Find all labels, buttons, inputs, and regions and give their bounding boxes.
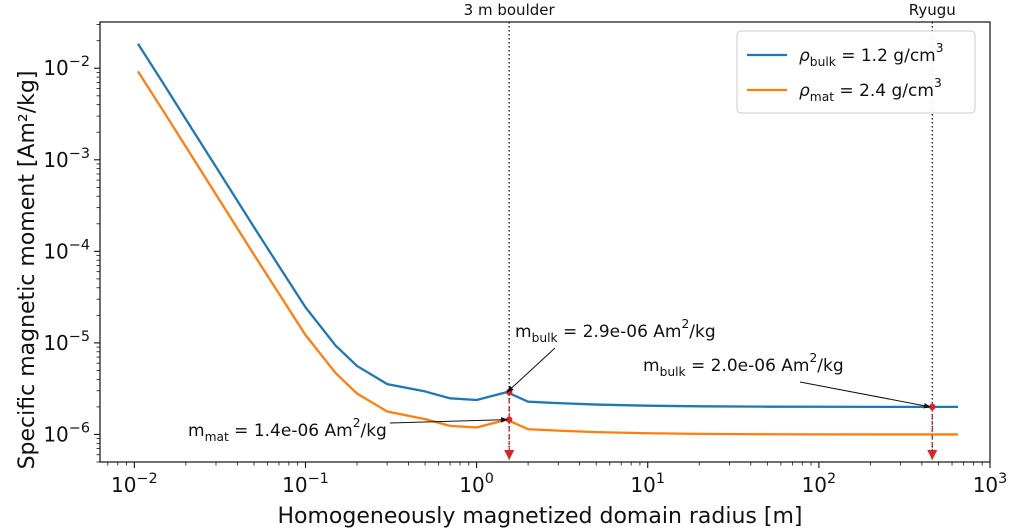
y-tick-label-3: 10−4 [43,237,90,263]
series-line-1 [137,43,958,409]
x-tick-label-1: 10−2 [111,471,158,497]
annotation-label-3: mmat = 1.4e-06 Am2/kg [188,416,387,444]
legend-label-1: ρbulk = 1.2 g/cm3 [799,41,944,69]
x-tick-label-6: 103 [973,471,1008,497]
drop-arrow-head-1 [504,450,515,460]
annotation-arrow-1 [506,347,556,393]
x-tick-label-2: 10−1 [282,471,329,497]
y-tick-label-1: 10−6 [43,420,90,446]
y-tick-label-2: 10−5 [43,329,90,355]
annotation-label-1: mbulk = 2.9e-06 Am2/kg [515,317,716,345]
reference-label-2: Ryugu [909,1,956,19]
series-line-2 [137,70,958,436]
legend-box [736,30,976,114]
y-tick-label-5: 10−2 [43,54,90,80]
y-axis-label: Specific magnetic moment [Am²/kg] [15,71,40,470]
annotation-arrow-3 [389,417,508,424]
x-axis-label: Homogeneously magnetized domain radius [… [278,504,803,529]
annotation-label-2: mbulk = 2.0e-06 Am2/kg [643,351,844,379]
drop-arrow-head-2 [927,450,938,460]
x-tick-label-3: 100 [459,471,494,497]
reference-label-1: 3 m boulder [464,1,556,19]
x-tick-label-5: 102 [802,471,837,497]
x-tick-label-4: 101 [630,471,665,497]
y-tick-label-4: 10−3 [43,146,90,172]
legend-label-2: ρmat = 2.4 g/cm3 [799,76,942,104]
plot-frame [99,21,991,463]
annotation-arrow-2 [799,381,931,409]
